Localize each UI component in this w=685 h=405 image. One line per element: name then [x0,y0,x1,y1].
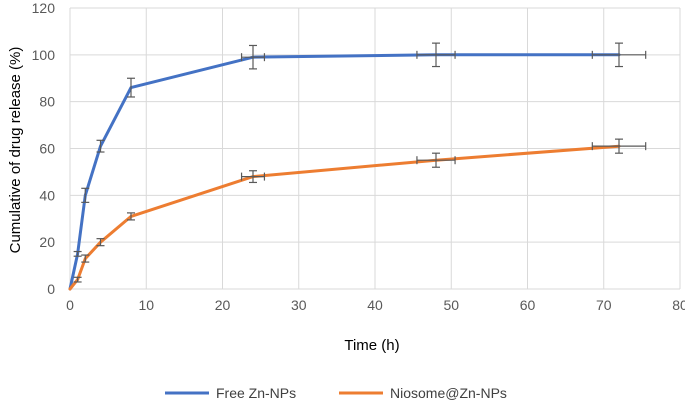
x-tick-label: 30 [291,297,307,313]
series-niosome-zn-nps [68,138,647,291]
y-tick-label: 60 [39,141,55,157]
y-tick-label: 20 [39,234,55,250]
y-tick-labels: 0 20 40 60 80 100 120 [32,0,56,297]
series-line [68,144,621,291]
y-tick-label: 0 [47,281,55,297]
y-axis-title: Cumulative of drug release (%) [7,47,24,254]
x-tick-label: 70 [596,297,612,313]
legend-label: Free Zn-NPs [216,385,296,401]
legend-item: Niosome@Zn-NPs [339,385,507,401]
legend-item: Free Zn-NPs [165,385,296,401]
x-tick-label: 0 [66,297,74,313]
x-tick-label: 40 [367,297,383,313]
legend: Free Zn-NPs Niosome@Zn-NPs [165,385,507,401]
x-tick-label: 20 [215,297,231,313]
y-tick-label: 120 [32,0,56,16]
x-axis-title: Time (h) [344,337,399,354]
x-tick-label: 10 [138,297,154,313]
x-tick-label: 80 [672,297,685,313]
legend-label: Niosome@Zn-NPs [390,385,507,401]
series-line [68,53,621,291]
y-tick-label: 100 [32,47,56,63]
x-tick-label: 50 [443,297,459,313]
series-free-zn-nps [68,42,647,291]
y-tick-label: 40 [39,187,55,203]
y-tick-label: 80 [39,94,55,110]
series-layer [68,42,647,291]
x-tick-labels: 0 10 20 30 40 50 60 70 80 [66,297,685,313]
x-tick-label: 60 [520,297,536,313]
